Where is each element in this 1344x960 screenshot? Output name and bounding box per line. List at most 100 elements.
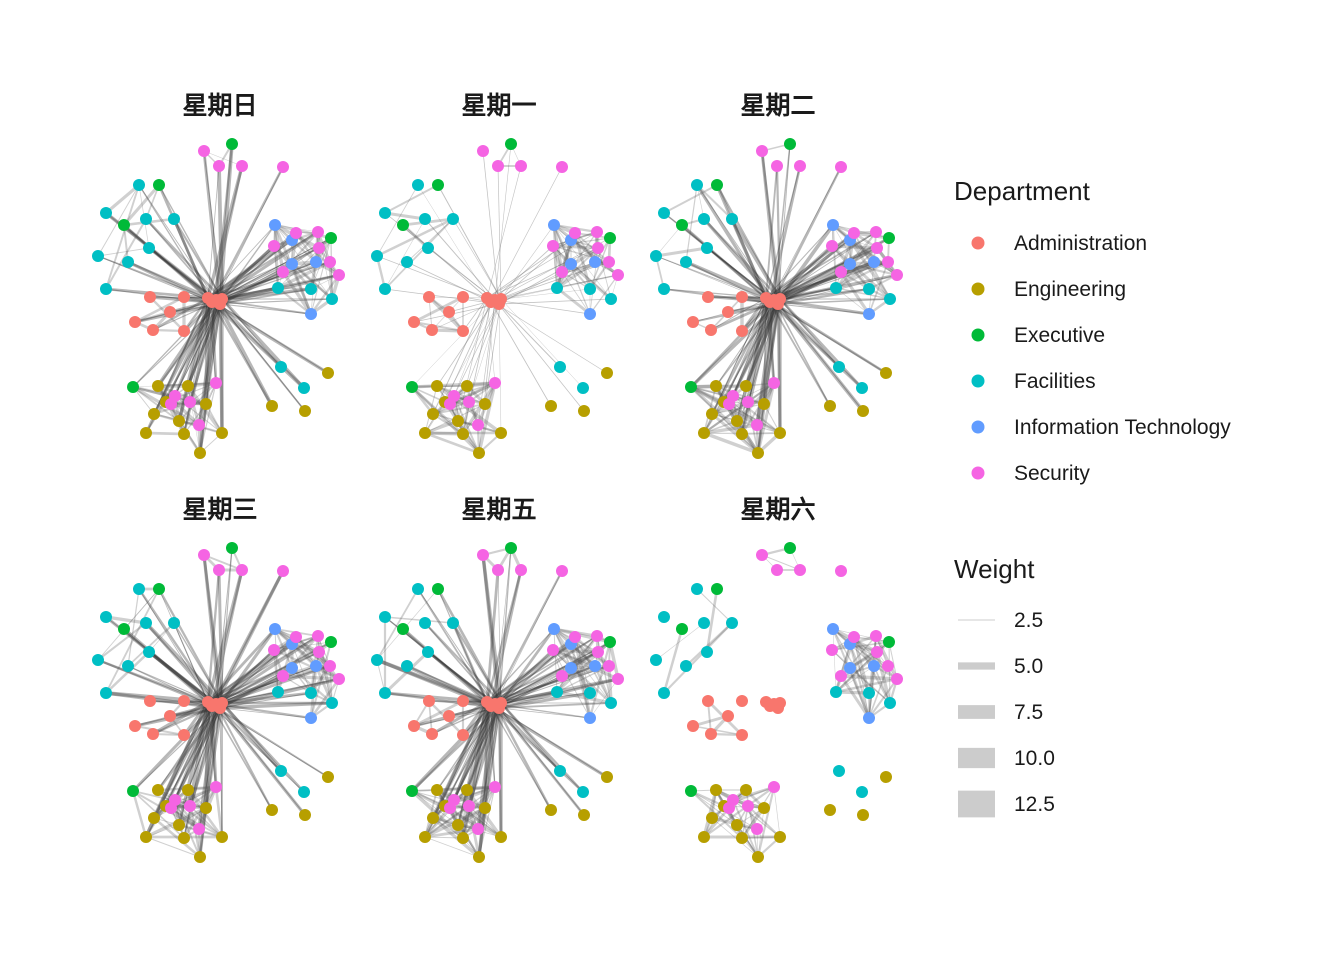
edge (221, 298, 282, 368)
edge (556, 274, 619, 289)
edge (462, 703, 496, 839)
edge (148, 622, 175, 653)
edge (432, 817, 464, 839)
edge (765, 232, 855, 299)
edge (221, 232, 297, 300)
node-information-technology (844, 662, 856, 674)
edge (444, 301, 492, 403)
edge (214, 299, 274, 407)
node-facilities (551, 282, 563, 294)
edge (715, 299, 775, 387)
node-information-technology (827, 219, 839, 231)
edge (779, 261, 889, 300)
edge (832, 628, 837, 693)
edge (736, 824, 759, 858)
edge (589, 274, 619, 315)
node-engineering (182, 380, 194, 392)
edge (570, 635, 598, 669)
node-information-technology (269, 623, 281, 635)
node-executive (685, 381, 697, 393)
edge (777, 303, 840, 368)
edge (711, 413, 781, 434)
edge (105, 288, 221, 305)
edge (490, 641, 611, 707)
node-engineering (299, 405, 311, 417)
edge (384, 218, 454, 290)
edge (291, 236, 332, 266)
edge (424, 789, 468, 838)
edge (574, 232, 610, 263)
edge (165, 705, 213, 807)
node-engineering (545, 400, 557, 412)
edge (211, 651, 320, 707)
node-facilities (698, 617, 710, 629)
edge (765, 247, 878, 299)
edge (453, 301, 492, 397)
node-facilities (584, 687, 596, 699)
node-engineering (427, 812, 439, 824)
weight-label-0: 2.5 (1014, 609, 1043, 632)
edge (773, 245, 833, 301)
edge (219, 288, 312, 305)
edge (432, 817, 502, 838)
edge (376, 588, 419, 661)
node-facilities (401, 660, 413, 672)
node-facilities (272, 686, 284, 698)
node-security (794, 564, 806, 576)
node-facilities (856, 786, 868, 798)
edge (494, 641, 611, 705)
edge (131, 702, 218, 793)
edge (132, 386, 180, 422)
edge (703, 423, 758, 435)
edge (145, 184, 160, 220)
edge (715, 789, 765, 809)
edge (689, 302, 780, 389)
edge (740, 300, 772, 333)
edge (690, 386, 749, 403)
edge (703, 401, 749, 434)
edge (835, 247, 878, 289)
edge (763, 297, 767, 405)
edge (736, 420, 759, 454)
edge (835, 287, 891, 300)
node-executive (505, 542, 517, 554)
node-engineering (774, 831, 786, 843)
edge (467, 702, 503, 807)
edge (134, 706, 221, 728)
node-engineering (758, 802, 770, 814)
edge (221, 261, 331, 300)
network-panel-5 (371, 542, 624, 863)
node-security (870, 226, 882, 238)
edge (831, 649, 891, 704)
edge (490, 664, 596, 708)
legend-key-2 (971, 328, 985, 342)
edge (437, 588, 488, 703)
edge (765, 296, 887, 375)
edge (486, 651, 599, 703)
node-executive (784, 138, 796, 150)
node-administration (426, 728, 438, 740)
edge (424, 622, 500, 709)
edge (490, 237, 611, 303)
edge (97, 622, 147, 661)
node-engineering (148, 408, 160, 420)
edge (406, 261, 492, 303)
edge (329, 665, 333, 704)
node-security (612, 269, 624, 281)
edge (219, 303, 312, 315)
edge (219, 303, 306, 412)
node-engineering (758, 398, 770, 410)
node-security (313, 646, 325, 658)
edge (203, 150, 223, 300)
edge (376, 217, 454, 258)
edge (411, 381, 496, 389)
edge (152, 301, 214, 415)
edge (202, 554, 222, 709)
node-security (268, 644, 280, 656)
edge (553, 627, 610, 668)
node-security (612, 673, 624, 685)
edge (597, 247, 612, 300)
node-information-technology (827, 623, 839, 635)
node-security (515, 564, 527, 576)
edge (148, 247, 217, 301)
